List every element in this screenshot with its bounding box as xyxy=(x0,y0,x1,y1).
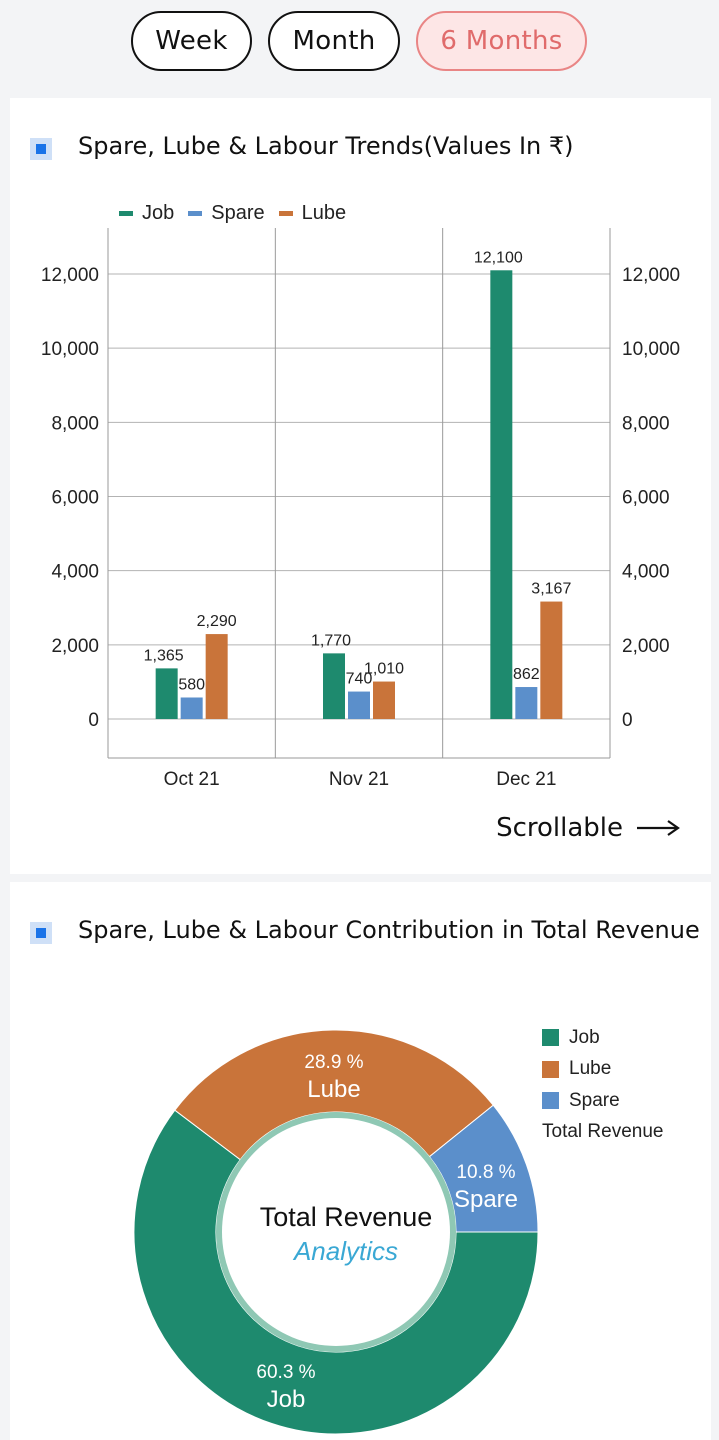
bar-value-label: 1,770 xyxy=(311,632,351,649)
legend-job-label: Job xyxy=(569,1026,600,1048)
legend-item-total-revenue: Total Revenue xyxy=(542,1117,663,1149)
tab-week[interactable]: Week xyxy=(131,11,252,71)
title-bullet-icon xyxy=(30,922,52,944)
y-tick-label-right: 4,000 xyxy=(622,562,670,583)
tab-month[interactable]: Month xyxy=(268,11,400,71)
bar-lube xyxy=(540,601,563,719)
legend-spare-swatch xyxy=(542,1092,559,1110)
period-tabs: Week Month 6 Months xyxy=(0,0,719,96)
legend-lube-swatch xyxy=(278,211,293,216)
y-tick-label-left: 8,000 xyxy=(51,413,99,434)
y-tick-label-right: 6,000 xyxy=(622,488,670,509)
donut-hole xyxy=(222,1118,450,1346)
legend-total-revenue-label: Total Revenue xyxy=(542,1121,664,1143)
legend-lube-label: Lube xyxy=(301,202,347,224)
title-bullet-icon xyxy=(30,138,52,160)
y-tick-label-right: 12,000 xyxy=(622,265,680,286)
slice-name-label: Lube xyxy=(307,1076,360,1103)
bar-value-label: 12,100 xyxy=(474,249,523,266)
contribution-title: Spare, Lube & Labour Contribution in Tot… xyxy=(78,916,700,944)
bar-value-label: 1,010 xyxy=(364,661,404,678)
legend-item-job: Job xyxy=(542,1022,663,1054)
slice-name-label: Spare xyxy=(454,1186,518,1213)
x-category-label: Oct 21 xyxy=(164,769,220,790)
y-tick-label-left: 6,000 xyxy=(51,488,99,509)
y-tick-label-left: 0 xyxy=(88,710,99,731)
y-tick-label-left: 4,000 xyxy=(51,562,99,583)
legend-spare-label: Spare xyxy=(211,202,265,224)
trends-title: Spare, Lube & Labour Trends(Values In ₹) xyxy=(78,132,574,160)
donut-center-subtitle: Analytics xyxy=(292,1236,398,1266)
y-tick-label-right: 10,000 xyxy=(622,339,680,360)
slice-name-label: Job xyxy=(267,1386,306,1413)
trends-card: Spare, Lube & Labour Trends(Values In ₹)… xyxy=(10,98,711,874)
trends-bar-chart: 0 0 2,000 2,000 4,000 4,000 6,000 6,000 8,000 8,0… xyxy=(41,228,680,790)
bar-spare xyxy=(515,687,538,719)
legend-lube-label: Lube xyxy=(569,1058,612,1080)
bar-lube xyxy=(205,634,228,719)
tab-6-months[interactable]: 6 Months xyxy=(416,11,587,71)
bar-value-label: 1,365 xyxy=(144,647,184,664)
donut-center-title: Total Revenue xyxy=(260,1202,433,1232)
legend-lube-swatch xyxy=(542,1060,559,1078)
legend-item-spare: Spare xyxy=(542,1085,663,1117)
x-category-label: Dec 21 xyxy=(496,769,556,790)
legend-item-lube: Lube xyxy=(542,1054,663,1086)
y-tick-label-right: 8,000 xyxy=(622,413,670,434)
bar-spare xyxy=(348,691,370,719)
x-category-label: Nov 21 xyxy=(329,769,389,790)
legend-job-swatch xyxy=(542,1029,559,1047)
slice-percent-label: 28.9 % xyxy=(304,1052,363,1073)
slice-percent-label: 10.8 % xyxy=(456,1162,515,1183)
legend-spare-swatch xyxy=(188,211,203,216)
y-tick-label-right: 2,000 xyxy=(622,636,670,657)
bar-value-label: 862 xyxy=(513,666,540,683)
bar-value-label: 3,167 xyxy=(531,581,571,598)
y-tick-label-left: 10,000 xyxy=(41,339,99,360)
arrow-right-icon xyxy=(637,820,680,836)
bar-job xyxy=(323,653,345,719)
bar-job xyxy=(490,270,513,719)
revenue-donut-chart: Total Revenue Analytics 60.3 % Job 28.9 % Lub… xyxy=(133,1029,539,1435)
legend-job-label: Job xyxy=(142,202,175,224)
legend-spare-label: Spare xyxy=(569,1089,620,1111)
bar-lube xyxy=(373,681,395,719)
bar-value-label: 740 xyxy=(346,671,373,688)
y-tick-label-right: 0 xyxy=(622,710,633,731)
bar-spare xyxy=(180,697,203,719)
slice-percent-label: 60.3 % xyxy=(256,1362,315,1383)
bar-value-label: 580 xyxy=(178,676,205,693)
bar-value-label: 2,290 xyxy=(197,613,237,630)
bar-job xyxy=(155,668,178,719)
legend-job-swatch xyxy=(119,211,133,216)
scroll-hint-label: Scrollable xyxy=(496,813,623,843)
contribution-card: Spare, Lube & Labour Contribution in Tot… xyxy=(10,882,711,1440)
y-tick-label-left: 2,000 xyxy=(51,636,99,657)
scroll-hint[interactable]: Scrollable xyxy=(496,813,681,843)
donut-legend: Job Lube Spare Total Revenue xyxy=(542,1022,663,1148)
y-tick-label-left: 12,000 xyxy=(41,265,99,286)
bar-legend: Job Spare Lube xyxy=(119,202,346,225)
